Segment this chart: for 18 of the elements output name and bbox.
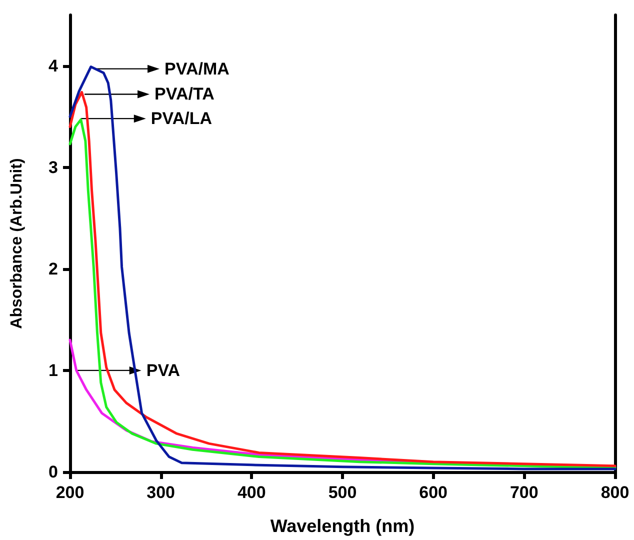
x-tick-label: 500 bbox=[328, 483, 357, 502]
x-tick-label: 200 bbox=[56, 483, 84, 502]
annotation: PVA/TA bbox=[154, 84, 214, 104]
x-tick-label: 400 bbox=[237, 483, 266, 502]
y-tick-label: 2 bbox=[48, 259, 58, 278]
x-tick-label: 300 bbox=[146, 483, 176, 502]
x-tick-label: 600 bbox=[419, 483, 448, 502]
y-tick-label: 0 bbox=[48, 462, 58, 482]
annotation: PVA bbox=[146, 360, 180, 380]
x-tick-label: 700 bbox=[510, 483, 538, 502]
y-tick-label: 4 bbox=[48, 56, 59, 76]
annotation: PVA/MA bbox=[164, 59, 230, 78]
y-tick-label: 3 bbox=[48, 158, 58, 177]
x-tick-label: 800 bbox=[600, 483, 630, 502]
y-axis-title: Absorbance (Arb.Unit) bbox=[8, 158, 26, 329]
y-tick-label: 1 bbox=[48, 360, 58, 380]
x-axis-title: Wavelength (nm) bbox=[270, 516, 415, 536]
annotation: PVA/LA bbox=[150, 109, 212, 128]
